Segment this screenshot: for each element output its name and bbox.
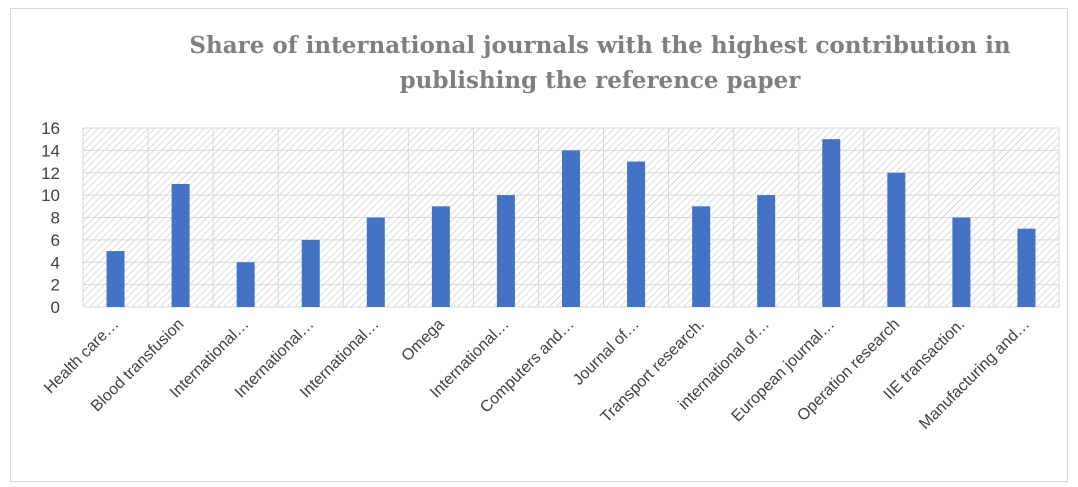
y-tick-label: 14 xyxy=(41,141,60,160)
bar xyxy=(692,206,711,307)
bar xyxy=(952,217,971,307)
bar xyxy=(1017,228,1036,307)
x-tick-label: Journal of… xyxy=(570,316,643,389)
bar xyxy=(562,150,580,307)
bar xyxy=(171,183,190,307)
bar xyxy=(757,195,776,307)
y-tick-label: 2 xyxy=(51,276,60,295)
x-axis: Health care…Blood transfusionInternation… xyxy=(41,316,1033,433)
bar xyxy=(431,206,450,307)
chart-title: Share of international journals with the… xyxy=(189,32,1011,94)
bar xyxy=(236,262,255,307)
y-tick-label: 10 xyxy=(41,186,60,205)
y-tick-label: 4 xyxy=(51,253,60,272)
x-tick-label: Omega xyxy=(399,316,448,365)
y-tick-label: 12 xyxy=(41,164,60,183)
bar xyxy=(106,251,125,307)
y-axis: 0 2 4 6 8 10 12 14 16 xyxy=(41,119,60,317)
bar xyxy=(496,195,515,307)
bar xyxy=(627,161,646,307)
y-tick-label: 16 xyxy=(41,119,60,138)
y-tick-label: 8 xyxy=(51,209,60,228)
bar xyxy=(887,172,906,307)
bar xyxy=(301,239,320,307)
y-tick-label: 0 xyxy=(51,298,60,317)
bar xyxy=(822,139,841,307)
bars xyxy=(106,139,1036,307)
y-tick-label: 6 xyxy=(51,231,60,250)
bar xyxy=(366,217,385,307)
x-tick-label: Manufacturing and… xyxy=(916,316,1033,433)
